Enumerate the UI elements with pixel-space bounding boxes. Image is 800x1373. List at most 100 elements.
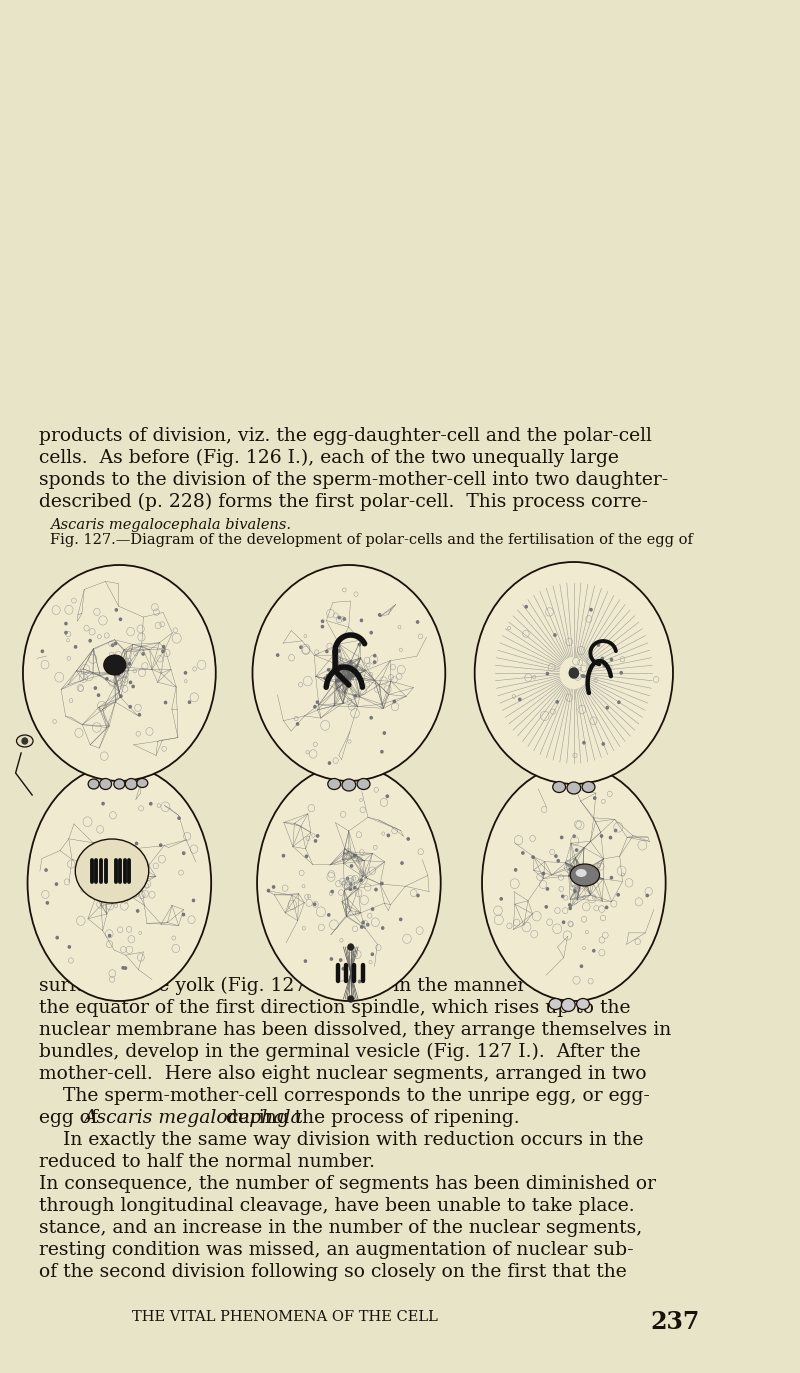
Circle shape — [349, 674, 351, 677]
Text: cells.  As before (Fig. 126 I.), each of the two unequally large: cells. As before (Fig. 126 I.), each of … — [38, 449, 618, 467]
Text: mother-cell.  Here also eight nuclear segments, arranged in two: mother-cell. Here also eight nuclear seg… — [38, 1065, 646, 1083]
Circle shape — [361, 925, 363, 928]
Circle shape — [119, 618, 122, 621]
Circle shape — [522, 851, 524, 854]
Circle shape — [90, 895, 93, 898]
Circle shape — [361, 682, 363, 685]
Ellipse shape — [100, 778, 111, 789]
Text: resting condition was missed, an augmentation of nuclear sub-: resting condition was missed, an augment… — [38, 1241, 633, 1259]
Circle shape — [532, 855, 534, 858]
Text: VI.: VI. — [561, 755, 586, 773]
Circle shape — [555, 855, 557, 857]
Text: of the second division following so closely on the first that the: of the second division following so clos… — [38, 1263, 626, 1281]
Circle shape — [106, 678, 108, 680]
Circle shape — [366, 924, 369, 925]
Circle shape — [337, 680, 339, 682]
Circle shape — [350, 883, 352, 886]
Circle shape — [192, 899, 194, 902]
Circle shape — [562, 895, 564, 898]
Circle shape — [118, 674, 120, 676]
Ellipse shape — [562, 998, 575, 1012]
Circle shape — [378, 614, 381, 616]
Ellipse shape — [23, 566, 216, 781]
Circle shape — [407, 838, 410, 840]
Circle shape — [122, 967, 124, 969]
Circle shape — [340, 676, 342, 678]
Circle shape — [620, 671, 622, 674]
Circle shape — [188, 702, 190, 703]
Circle shape — [371, 908, 374, 910]
Circle shape — [162, 645, 165, 648]
Circle shape — [546, 673, 549, 676]
Circle shape — [417, 894, 419, 897]
Circle shape — [348, 783, 354, 788]
Text: the equator of the first direction spindle, which rises up to the: the equator of the first direction spind… — [38, 1000, 630, 1017]
Circle shape — [138, 714, 141, 715]
Text: stance, and an increase in the number of the nuclear segments,: stance, and an increase in the number of… — [38, 1219, 642, 1237]
Circle shape — [74, 645, 77, 648]
Circle shape — [601, 835, 602, 838]
Circle shape — [574, 890, 576, 892]
Circle shape — [545, 906, 547, 908]
Circle shape — [354, 695, 357, 697]
Circle shape — [328, 762, 330, 765]
Circle shape — [348, 995, 354, 1002]
Ellipse shape — [75, 839, 149, 903]
Circle shape — [121, 851, 123, 854]
Circle shape — [129, 706, 131, 708]
Circle shape — [518, 699, 521, 700]
Circle shape — [111, 879, 114, 880]
Circle shape — [593, 950, 595, 951]
Circle shape — [128, 880, 130, 883]
Circle shape — [354, 854, 356, 857]
Circle shape — [135, 842, 138, 844]
Circle shape — [375, 888, 377, 891]
Text: nuclear membrane has been dissolved, they arrange themselves in: nuclear membrane has been dissolved, the… — [38, 1022, 671, 1039]
Circle shape — [160, 844, 162, 846]
Circle shape — [182, 913, 185, 916]
Circle shape — [346, 877, 349, 880]
Circle shape — [120, 695, 122, 697]
Text: egg of: egg of — [38, 1109, 103, 1127]
Circle shape — [557, 859, 559, 862]
Text: Ascaris megalocephala bivalens.: Ascaris megalocephala bivalens. — [50, 518, 291, 531]
Circle shape — [65, 622, 67, 625]
Ellipse shape — [567, 783, 581, 794]
Ellipse shape — [17, 735, 33, 747]
Text: III.: III. — [560, 965, 587, 983]
Ellipse shape — [553, 781, 566, 792]
Circle shape — [165, 702, 166, 704]
Circle shape — [65, 632, 67, 634]
Circle shape — [360, 879, 362, 881]
Circle shape — [338, 649, 340, 652]
Circle shape — [142, 652, 144, 655]
Circle shape — [358, 644, 361, 645]
Circle shape — [324, 677, 326, 680]
Text: I.: I. — [113, 965, 126, 983]
Circle shape — [394, 700, 395, 703]
Circle shape — [571, 670, 574, 671]
Text: In consequence, the number of segments has been diminished or: In consequence, the number of segments h… — [38, 1175, 655, 1193]
Text: surface of the yolk (Fig. 127 II.), and in the manner already: surface of the yolk (Fig. 127 II.), and … — [38, 978, 602, 995]
Circle shape — [417, 621, 418, 623]
Circle shape — [297, 722, 298, 725]
Circle shape — [594, 796, 596, 799]
Ellipse shape — [576, 869, 586, 877]
Circle shape — [112, 847, 114, 849]
Ellipse shape — [577, 998, 590, 1009]
Circle shape — [300, 647, 302, 648]
Circle shape — [371, 953, 374, 956]
Circle shape — [338, 616, 340, 619]
Circle shape — [56, 936, 58, 939]
Circle shape — [102, 802, 104, 805]
Circle shape — [582, 674, 583, 677]
Circle shape — [583, 676, 586, 677]
Circle shape — [362, 921, 364, 924]
Circle shape — [618, 702, 620, 703]
Text: IV.: IV. — [108, 755, 130, 773]
Circle shape — [182, 851, 185, 854]
Text: THE VITAL PHENOMENA OF THE CELL: THE VITAL PHENOMENA OF THE CELL — [132, 1310, 438, 1324]
Text: In exactly the same way division with reduction occurs in the: In exactly the same way division with re… — [38, 1131, 643, 1149]
Circle shape — [546, 888, 549, 890]
Circle shape — [570, 669, 578, 678]
